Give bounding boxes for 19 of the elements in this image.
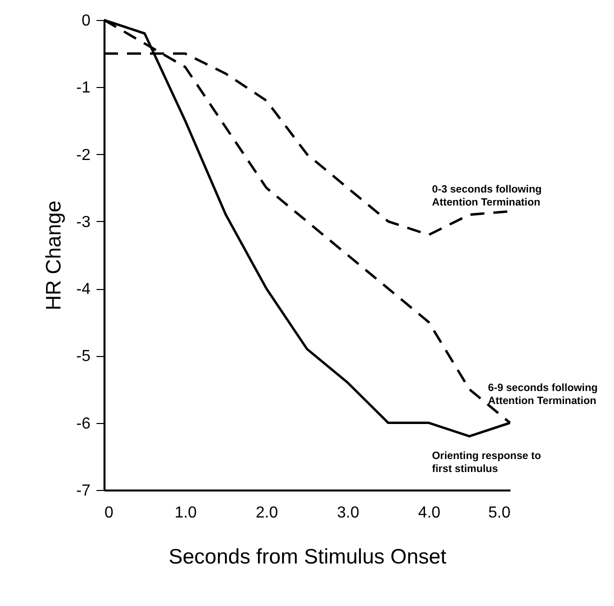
- x-tick-label: 1.0: [174, 504, 197, 522]
- y-axis-title: HR Change: [42, 200, 66, 310]
- x-tick-label: 4.0: [418, 504, 441, 522]
- series-label: 0-3 seconds following Attention Termination: [432, 183, 542, 208]
- y-tick-label: -2: [76, 146, 91, 164]
- y-tick-label: -1: [76, 80, 91, 97]
- x-tick-label: 5.0: [488, 504, 511, 522]
- y-tick-label: -3: [76, 214, 91, 231]
- x-tick-label: 3.0: [336, 504, 360, 522]
- text: Orienting response to first stimulus: [432, 450, 542, 475]
- x-axis-title: Seconds from Stimulus Onset: [168, 546, 447, 568]
- y-tick-label: -4: [76, 281, 91, 298]
- y-tick-label: -6: [76, 415, 91, 432]
- y-tick-label: -5: [76, 348, 91, 366]
- x-tick-label: 2.0: [256, 504, 278, 522]
- y-tick-label: -7: [76, 482, 91, 500]
- series-label: 6-9 seconds following Attention Termination: [488, 382, 598, 407]
- y-tick-label: 0: [82, 12, 91, 30]
- x-tick-label: 0: [104, 504, 114, 522]
